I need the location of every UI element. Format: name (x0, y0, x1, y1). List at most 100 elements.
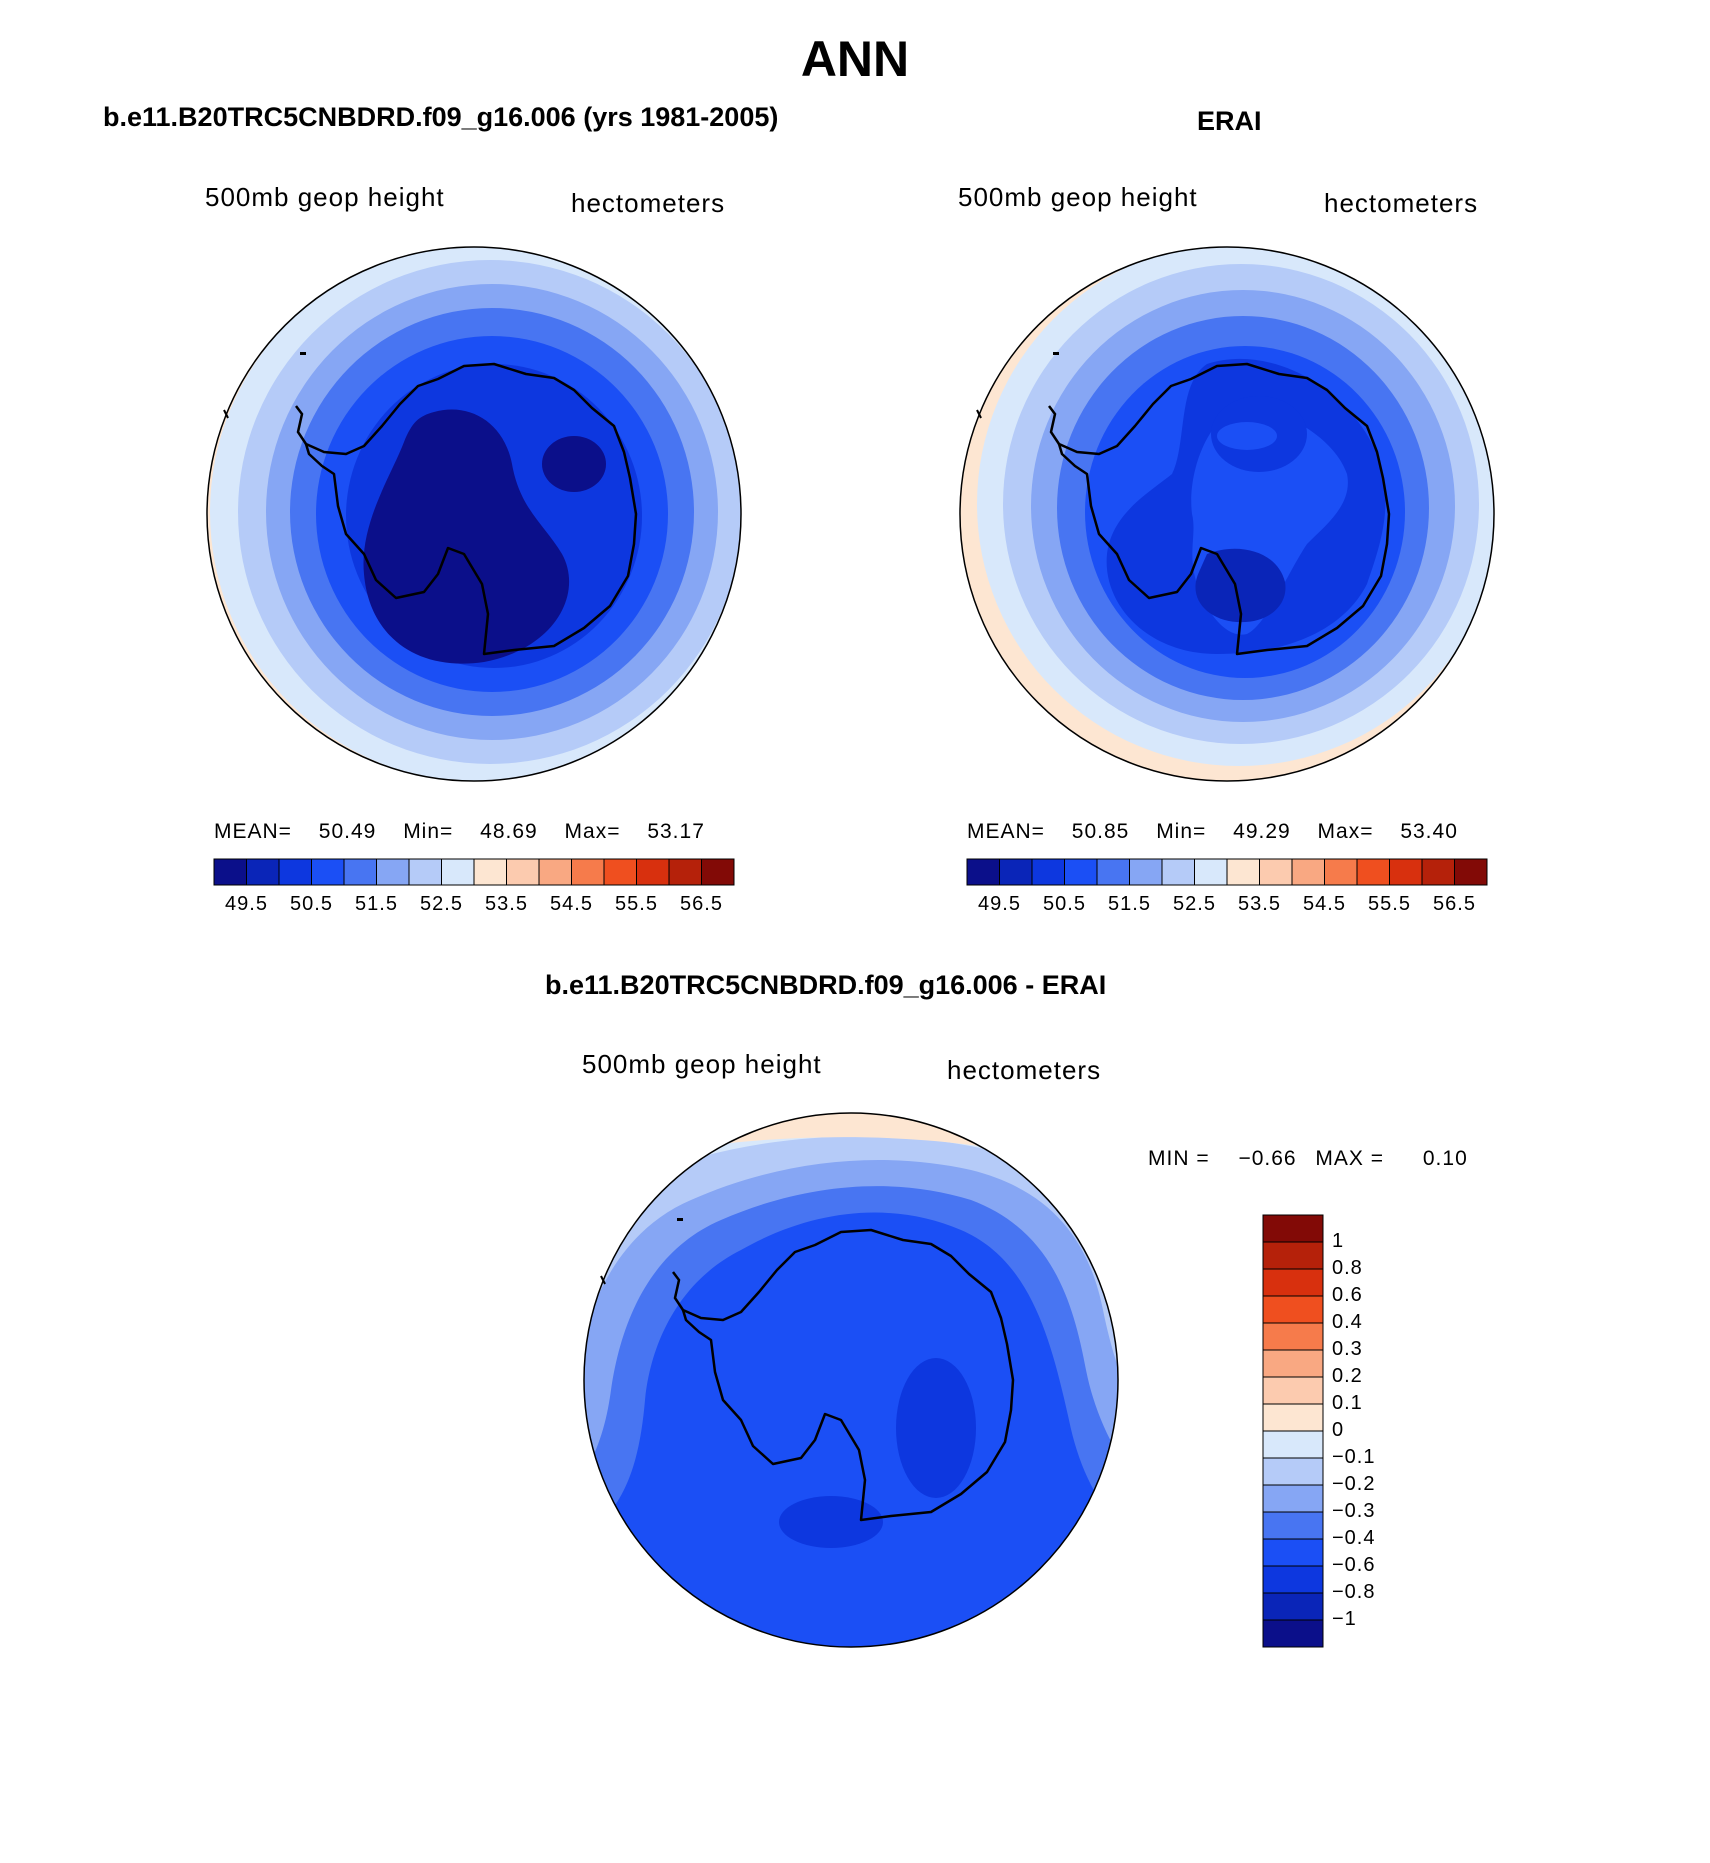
left-panel-title: b.e11.B20TRC5CNBDRD.f09_g16.006 (yrs 198… (103, 102, 779, 132)
right-polar-map (959, 246, 1495, 782)
right-colorbar-swatch (1226, 858, 1260, 886)
diff-colorbar-swatch (1262, 1268, 1324, 1297)
left-colorbar-swatch (603, 858, 637, 886)
left-colorbar-swatch (538, 858, 572, 886)
diff-colorbar-swatch (1262, 1295, 1324, 1324)
diff-colorbar-swatch (1262, 1538, 1324, 1567)
left-antarctica-coastline (304, 362, 638, 656)
diff-colorbar-swatch (1262, 1376, 1324, 1405)
right-colorbar-tick-label: 50.5 (1043, 893, 1086, 915)
left-colorbar (213, 858, 735, 886)
diff-colorbar-tick-label: −0.6 (1332, 1554, 1376, 1576)
diff-colorbar-tick-label: −0.8 (1332, 1581, 1376, 1603)
left-colorbar-tick-label: 49.5 (225, 893, 268, 915)
diff-colorbar-swatch (1262, 1511, 1324, 1540)
left-colorbar-swatch (701, 858, 735, 886)
diff-colorbar-tick-label: −0.1 (1332, 1446, 1376, 1468)
diff-colorbar-swatch (1262, 1619, 1324, 1648)
diff-colorbar-swatch (1262, 1484, 1324, 1513)
right-colorbar-swatch (1129, 858, 1163, 886)
diff-colorbar-tick-label: 0.8 (1332, 1257, 1363, 1279)
diff-colorbar-swatch (1262, 1322, 1324, 1351)
diff-max-value: 0.10 (1422, 1147, 1468, 1170)
right-colorbar (966, 858, 1488, 886)
left-colorbar-swatch (408, 858, 442, 886)
diff-min-value: −0.66 (1238, 1147, 1297, 1170)
right-colorbar-swatch (1356, 858, 1390, 886)
diff-colorbar-ticks: 1 0.8 0.6 0.4 0.3 0.2 0.1 0 −0.1 −0.2 −0.3 −0.4 −0.6… (1332, 1214, 1442, 1648)
diff-colorbar-tick-label: −0.3 (1332, 1500, 1376, 1522)
left-colorbar-ticks: 49.5 50.5 51.5 52.5 53.5 54.5 55.5 56.5 (214, 893, 734, 919)
left-colorbar-swatch (376, 858, 410, 886)
right-colorbar-swatch (999, 858, 1033, 886)
diff-variable-label: 500mb geop height (582, 1049, 822, 1079)
left-colorbar-swatch (506, 858, 540, 886)
diff-units-label: hectometers (947, 1055, 1102, 1085)
left-min-value: 48.69 (480, 820, 538, 843)
left-variable-label: 500mb geop height (205, 182, 445, 212)
right-colorbar-tick-label: 54.5 (1303, 893, 1346, 915)
left-colorbar-tick-label: 56.5 (680, 893, 723, 915)
right-colorbar-swatch (1324, 858, 1358, 886)
diff-colorbar-swatch (1262, 1592, 1324, 1621)
diff-colorbar-swatch (1262, 1403, 1324, 1432)
diff-polar-map (583, 1112, 1119, 1648)
right-colorbar-swatch (1421, 858, 1455, 886)
left-mean-label: MEAN= (214, 820, 292, 843)
right-min-label: Min= (1156, 820, 1207, 843)
right-panel-title: ERAI (1197, 106, 1262, 136)
right-colorbar-swatch (1096, 858, 1130, 886)
right-colorbar-swatch (1194, 858, 1228, 886)
diff-colorbar (1262, 1214, 1324, 1648)
left-max-label: Max= (564, 820, 621, 843)
diff-colorbar-swatch (1262, 1457, 1324, 1486)
right-colorbar-tick-label: 55.5 (1368, 893, 1411, 915)
diff-max-label: MAX = (1315, 1147, 1385, 1170)
diff-colorbar-tick-label: −1 (1332, 1608, 1357, 1630)
right-max-value: 53.40 (1400, 820, 1458, 843)
left-stats: MEAN= 50.49 Min= 48.69 Max= 53.17 (214, 820, 705, 844)
left-colorbar-swatch (343, 858, 377, 886)
left-colorbar-tick-label: 55.5 (615, 893, 658, 915)
diff-colorbar-swatch (1262, 1565, 1324, 1594)
diff-colorbar-tick-label: −0.4 (1332, 1527, 1376, 1549)
diff-colorbar-swatch (1262, 1349, 1324, 1378)
left-colorbar-tick-label: 52.5 (420, 893, 463, 915)
right-colorbar-tick-label: 52.5 (1173, 893, 1216, 915)
diff-colorbar-swatch (1262, 1241, 1324, 1270)
diff-min-label: MIN = (1148, 1147, 1210, 1170)
right-colorbar-swatch (1031, 858, 1065, 886)
left-colorbar-swatch (246, 858, 280, 886)
diff-colorbar-tick-label: 0.4 (1332, 1311, 1363, 1333)
left-min-label: Min= (403, 820, 454, 843)
right-max-label: Max= (1317, 820, 1374, 843)
right-colorbar-swatch (1259, 858, 1293, 886)
diff-colorbar-tick-label: 0 (1332, 1419, 1345, 1441)
right-colorbar-swatch (1161, 858, 1195, 886)
left-colorbar-swatch (213, 858, 247, 886)
left-colorbar-swatch (571, 858, 605, 886)
right-mean-label: MEAN= (967, 820, 1045, 843)
left-colorbar-swatch (311, 858, 345, 886)
left-colorbar-tick-label: 54.5 (550, 893, 593, 915)
diff-colorbar-swatch (1262, 1430, 1324, 1459)
left-colorbar-swatch (636, 858, 670, 886)
left-units-label: hectometers (571, 188, 726, 218)
left-colorbar-tick-label: 53.5 (485, 893, 528, 915)
right-min-value: 49.29 (1233, 820, 1291, 843)
right-units-label: hectometers (1324, 188, 1479, 218)
right-antarctica-coastline (1057, 362, 1391, 656)
left-polar-map (206, 246, 742, 782)
right-stats: MEAN= 50.85 Min= 49.29 Max= 53.40 (967, 820, 1458, 844)
diff-colorbar-tick-label: 0.2 (1332, 1365, 1363, 1387)
right-colorbar-tick-label: 53.5 (1238, 893, 1281, 915)
right-colorbar-ticks: 49.5 50.5 51.5 52.5 53.5 54.5 55.5 56.5 (967, 893, 1487, 919)
left-colorbar-swatch (473, 858, 507, 886)
right-colorbar-swatch (966, 858, 1000, 886)
left-colorbar-swatch (278, 858, 312, 886)
right-colorbar-tick-label: 56.5 (1433, 893, 1476, 915)
left-colorbar-swatch (441, 858, 475, 886)
left-colorbar-swatch (668, 858, 702, 886)
left-mean-value: 50.49 (318, 820, 377, 843)
figure-title: ANN (800, 31, 910, 87)
